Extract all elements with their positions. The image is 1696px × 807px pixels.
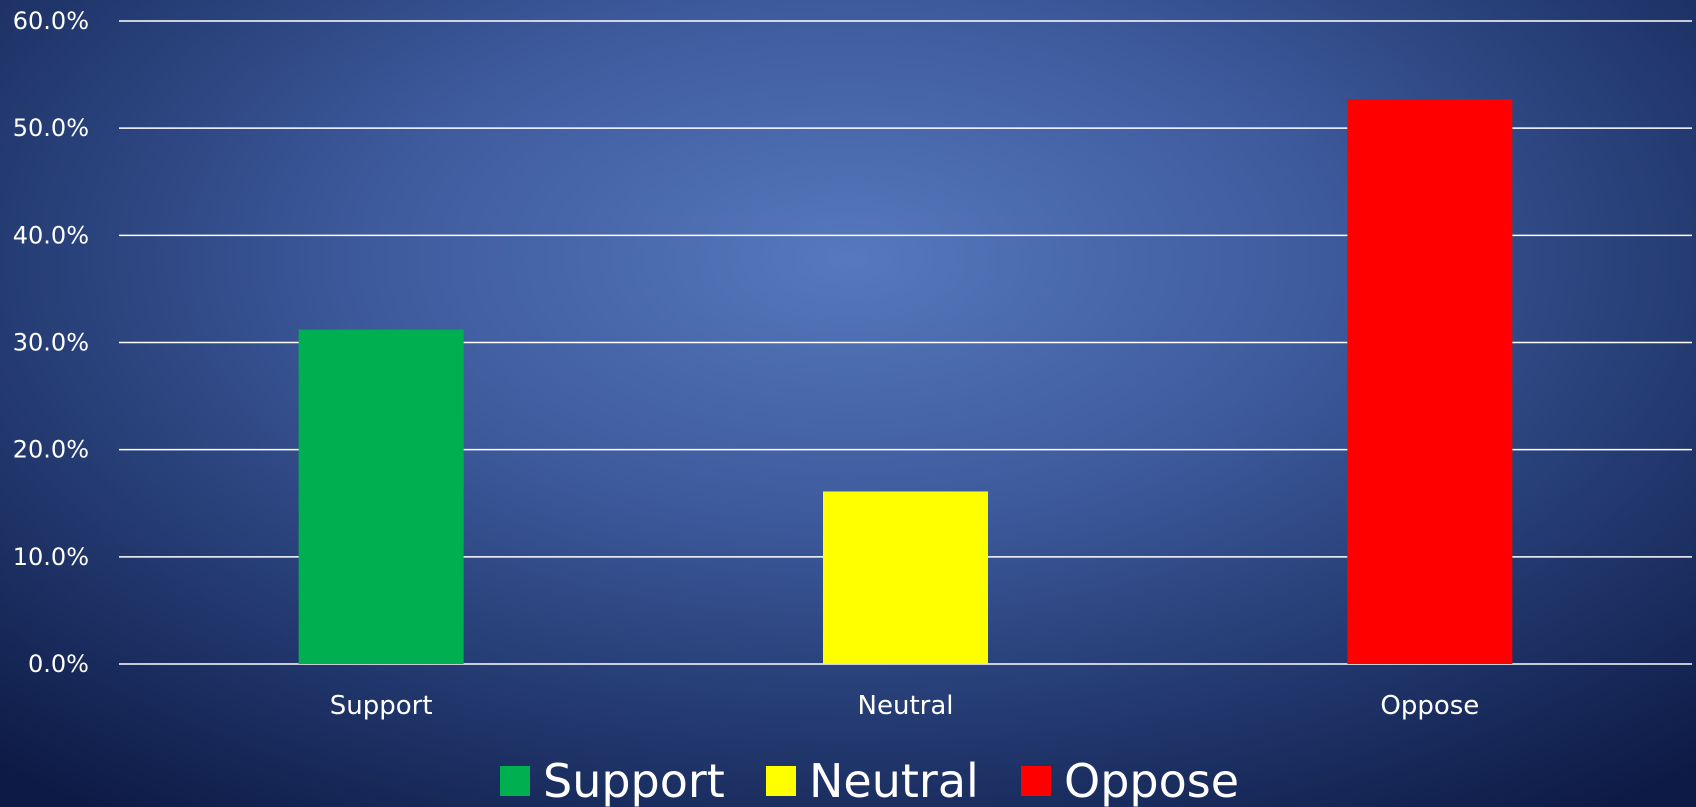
legend-swatch-neutral [766, 766, 796, 796]
legend-label-support: Support [543, 754, 725, 807]
y-tick-label: 20.0% [13, 436, 89, 464]
y-tick-label: 30.0% [13, 329, 89, 357]
x-tick-label: Neutral [858, 691, 954, 721]
y-tick-label: 40.0% [13, 221, 89, 249]
x-tick-label: Oppose [1380, 691, 1479, 721]
legend: Support Neutral Oppose [500, 754, 1239, 807]
legend-label-neutral: Neutral [809, 754, 979, 807]
bar-neutral [823, 491, 988, 664]
y-tick-label: 10.0% [13, 543, 89, 571]
y-tick-label: 60.0% [13, 7, 89, 35]
legend-label-oppose: Oppose [1064, 754, 1239, 807]
legend-swatch-support [500, 766, 530, 796]
bar-support [298, 329, 464, 664]
bar-oppose [1347, 99, 1513, 664]
y-tick-label: 0.0% [28, 650, 89, 678]
y-tick-label: 50.0% [13, 114, 89, 142]
legend-swatch-oppose [1021, 766, 1051, 796]
x-axis: Support Neutral Oppose [330, 691, 1480, 721]
y-axis: 0.0% 10.0% 20.0% 30.0% 40.0% 50.0% 60.0% [13, 7, 89, 678]
x-tick-label: Support [330, 691, 433, 721]
bars [298, 99, 1513, 664]
